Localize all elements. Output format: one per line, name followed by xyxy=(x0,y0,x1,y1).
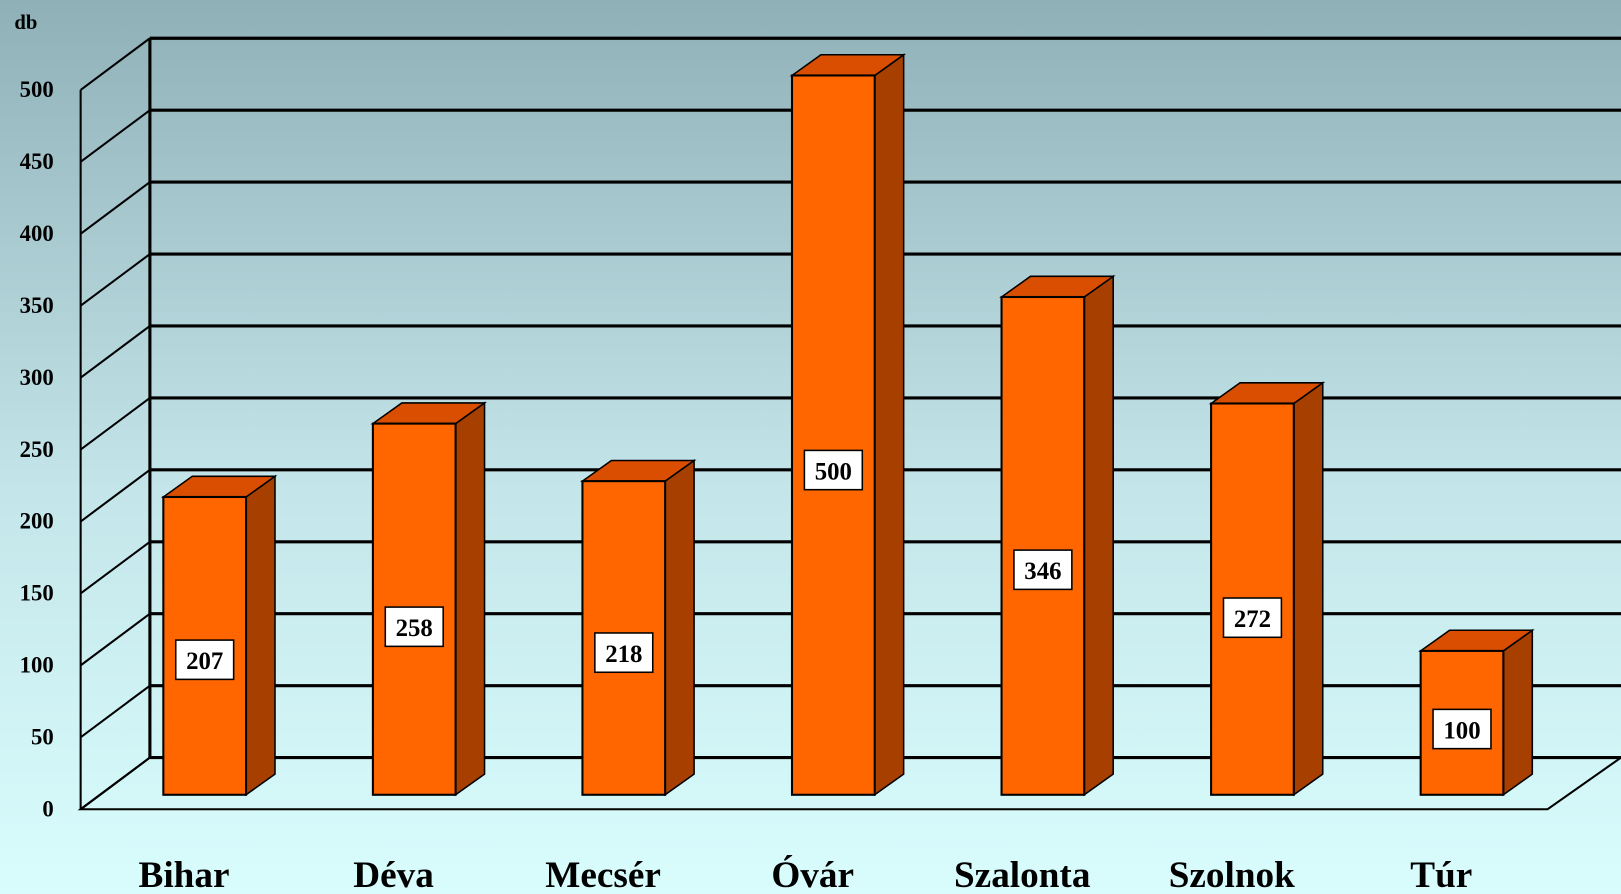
y-tick-label: 200 xyxy=(20,509,54,534)
bar-side xyxy=(1293,381,1324,797)
value-label-box xyxy=(174,639,235,681)
value-label: 346 xyxy=(1024,558,1061,585)
x-tick-label: Bihar xyxy=(139,855,230,894)
x-tick-label: Óvár xyxy=(771,854,854,894)
y-tick-label: 400 xyxy=(20,221,54,246)
y-tick-label: 500 xyxy=(20,77,54,102)
y-tick-label: 50 xyxy=(31,725,54,750)
y-tick-label: 250 xyxy=(20,437,54,462)
value-label: 218 xyxy=(605,641,642,668)
bar-side xyxy=(245,474,276,797)
bar-side xyxy=(664,458,695,797)
y-axis-label: db xyxy=(14,12,37,34)
y-tick-label: 350 xyxy=(20,293,54,318)
y-tick-label: 100 xyxy=(20,653,54,678)
x-tick-label: Szolnok xyxy=(1169,855,1295,894)
x-tick-label: Túr xyxy=(1410,855,1472,894)
side-grid-line xyxy=(80,397,151,451)
value-label: 207 xyxy=(186,648,223,675)
value-label: 258 xyxy=(396,615,433,642)
value-label: 100 xyxy=(1443,717,1480,744)
bar-side xyxy=(454,401,486,797)
x-tick-label: Mecsér xyxy=(545,855,661,894)
value-label-box xyxy=(384,606,444,648)
bar-side xyxy=(1083,274,1114,797)
value-label-box xyxy=(1222,597,1283,639)
value-label-box xyxy=(803,449,864,491)
bar-side xyxy=(1502,628,1534,797)
y-tick-label: 300 xyxy=(20,365,54,390)
value-label-box xyxy=(1432,708,1492,750)
side-grid-line xyxy=(80,756,151,811)
side-grid-line xyxy=(80,253,151,307)
side-grid-line xyxy=(80,325,151,379)
side-grid-line xyxy=(80,469,151,523)
x-tick-label: Déva xyxy=(353,855,434,894)
bar xyxy=(1000,295,1086,796)
value-label: 500 xyxy=(815,458,852,485)
x-tick-label: Szalonta xyxy=(954,855,1091,894)
bar xyxy=(790,74,876,796)
value-label-box xyxy=(1013,549,1073,591)
value-label-box xyxy=(594,632,654,674)
y-tick-label: 450 xyxy=(20,149,54,174)
y-tick-label: 0 xyxy=(42,796,53,821)
side-grid-line xyxy=(80,684,151,739)
side-grid-line xyxy=(80,612,151,667)
value-label: 272 xyxy=(1234,606,1271,633)
side-grid-line xyxy=(80,540,151,595)
side-grid-line xyxy=(80,181,151,235)
side-grid-line xyxy=(80,109,151,163)
bar-side xyxy=(873,53,905,797)
side-grid-line xyxy=(80,37,151,91)
y-tick-label: 150 xyxy=(20,581,54,606)
